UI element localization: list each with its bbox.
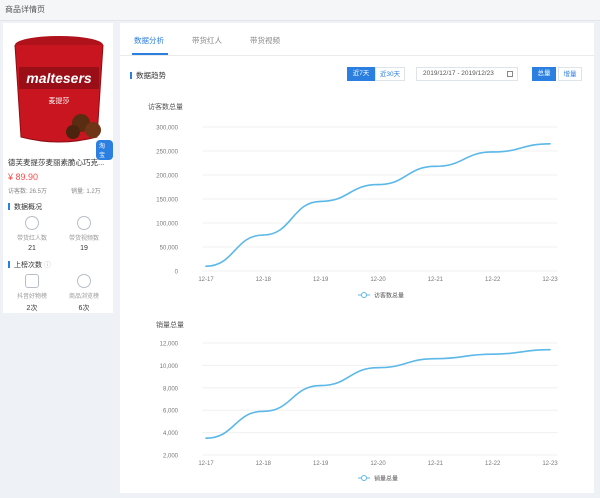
x-tick-label: 12-23 xyxy=(542,277,558,283)
data-point xyxy=(262,234,265,236)
x-tick-label: 12-18 xyxy=(256,277,272,283)
tab-data-analysis[interactable]: 数据分析 xyxy=(134,36,164,45)
window-titlebar: 商品详情页 xyxy=(0,0,600,21)
stat-browse-rank[interactable]: 商品浏览榜 6次 xyxy=(59,274,109,313)
x-tick-label: 12-21 xyxy=(428,461,444,467)
date-range-picker[interactable]: 2019/12/17 - 2019/12/23 xyxy=(416,67,518,81)
product-panel: maltesers 麦提莎 淘宝 德芙麦提莎麦丽素脆心巧克... ¥ 89.90… xyxy=(3,23,113,313)
window-title: 商品详情页 xyxy=(5,5,45,14)
overview-title: 数据概况 xyxy=(8,202,42,212)
list-rank-title: 上榜次数 ⓘ xyxy=(8,260,51,270)
mode-increment-button[interactable]: 增量 xyxy=(558,67,582,81)
data-point xyxy=(434,165,437,168)
range-30days-button[interactable]: 近30天 xyxy=(375,67,405,81)
y-tick-label: 300,000 xyxy=(156,126,178,132)
data-point xyxy=(549,348,551,351)
stat-videos[interactable]: 带货视频数 19 xyxy=(59,216,109,252)
data-point xyxy=(549,143,551,145)
x-tick-label: 12-19 xyxy=(313,461,329,467)
legend-marker xyxy=(361,292,367,298)
y-tick-label: 200,000 xyxy=(156,174,178,180)
x-tick-label: 12-21 xyxy=(428,277,444,283)
bag-icon xyxy=(25,274,39,288)
y-tick-label: 250,000 xyxy=(156,150,178,156)
data-point xyxy=(319,200,322,203)
x-tick-label: 12-20 xyxy=(370,461,386,467)
chart-title: 访客数总量 xyxy=(148,102,183,111)
legend-label: 销量总量 xyxy=(374,475,398,483)
x-tick-label: 12-23 xyxy=(542,461,558,467)
sales-chart: 销量总量 2,000 4,000 6,000 8,000 10,000 12,000 12-1… xyxy=(156,320,558,483)
data-point xyxy=(377,183,379,186)
x-tick-label: 12-19 xyxy=(313,277,329,283)
y-tick-label: 2,000 xyxy=(163,454,179,460)
active-tab-indicator xyxy=(132,53,168,55)
data-point xyxy=(491,353,494,355)
x-tick-label: 12-20 xyxy=(370,277,386,283)
legend-marker xyxy=(361,475,367,481)
y-tick-label: 0 xyxy=(175,270,179,276)
x-tick-label: 12-22 xyxy=(485,277,501,283)
data-point xyxy=(377,366,379,369)
visitors-chart: 访客数总量 0 50,000 100,000 150,000 200,000 250,000… xyxy=(148,102,558,300)
y-tick-label: 10,000 xyxy=(160,364,179,370)
y-tick-label: 12,000 xyxy=(160,342,179,348)
series-line xyxy=(205,348,551,439)
calendar-icon xyxy=(507,71,513,77)
user-icon xyxy=(25,216,39,230)
product-sales: 销量: 1.2万 xyxy=(71,189,101,195)
y-tick-label: 4,000 xyxy=(163,431,179,437)
legend-label: 访客数总量 xyxy=(374,292,404,300)
x-tick-label: 12-18 xyxy=(256,461,272,467)
tab-influencers[interactable]: 带货红人 xyxy=(192,36,222,45)
mode-total-button[interactable]: 总量 xyxy=(532,67,556,81)
data-point xyxy=(205,437,207,439)
play-icon xyxy=(77,216,91,230)
tab-videos[interactable]: 带货视频 xyxy=(250,36,280,45)
data-point xyxy=(262,410,265,413)
brand-logo-subtext: 麦提莎 xyxy=(49,96,70,105)
stat-douyin-rank[interactable]: 抖音好物榜 2次 xyxy=(7,274,57,313)
date-range-text: 2019/12/17 - 2019/12/23 xyxy=(423,70,494,77)
y-tick-label: 50,000 xyxy=(160,246,179,252)
x-tick-label: 12-17 xyxy=(198,277,214,283)
data-point xyxy=(434,357,437,360)
analysis-panel: 数据分析 带货红人 带货视频 数据趋势 近7天 近30天 2019/12/17 … xyxy=(120,23,594,493)
y-tick-label: 150,000 xyxy=(156,198,178,204)
eye-icon xyxy=(77,274,91,288)
x-tick-label: 12-22 xyxy=(485,461,501,467)
stat-influencers[interactable]: 带货红人数 21 xyxy=(7,216,57,252)
product-image: maltesers 麦提莎 xyxy=(14,36,104,143)
y-tick-label: 100,000 xyxy=(156,222,178,228)
series-line xyxy=(205,143,551,267)
platform-badge: 淘宝 xyxy=(96,140,113,160)
y-tick-label: 6,000 xyxy=(163,409,179,415)
data-point xyxy=(205,265,207,267)
product-name[interactable]: 德芙麦提莎麦丽素脆心巧克... xyxy=(8,158,105,167)
chart-title: 销量总量 xyxy=(156,320,184,329)
y-tick-label: 8,000 xyxy=(163,386,179,392)
trend-title: 数据趋势 xyxy=(130,70,166,81)
data-point xyxy=(491,151,494,153)
product-visits: 访客数: 26.5万 xyxy=(8,189,48,195)
product-price: ¥ 89.90 xyxy=(8,172,39,182)
x-tick-label: 12-17 xyxy=(198,461,214,467)
range-7days-button[interactable]: 近7天 xyxy=(347,67,375,81)
tab-bar: 数据分析 带货红人 带货视频 xyxy=(120,23,594,56)
brand-logo-text: maltesers xyxy=(26,70,92,86)
data-point xyxy=(319,384,322,387)
